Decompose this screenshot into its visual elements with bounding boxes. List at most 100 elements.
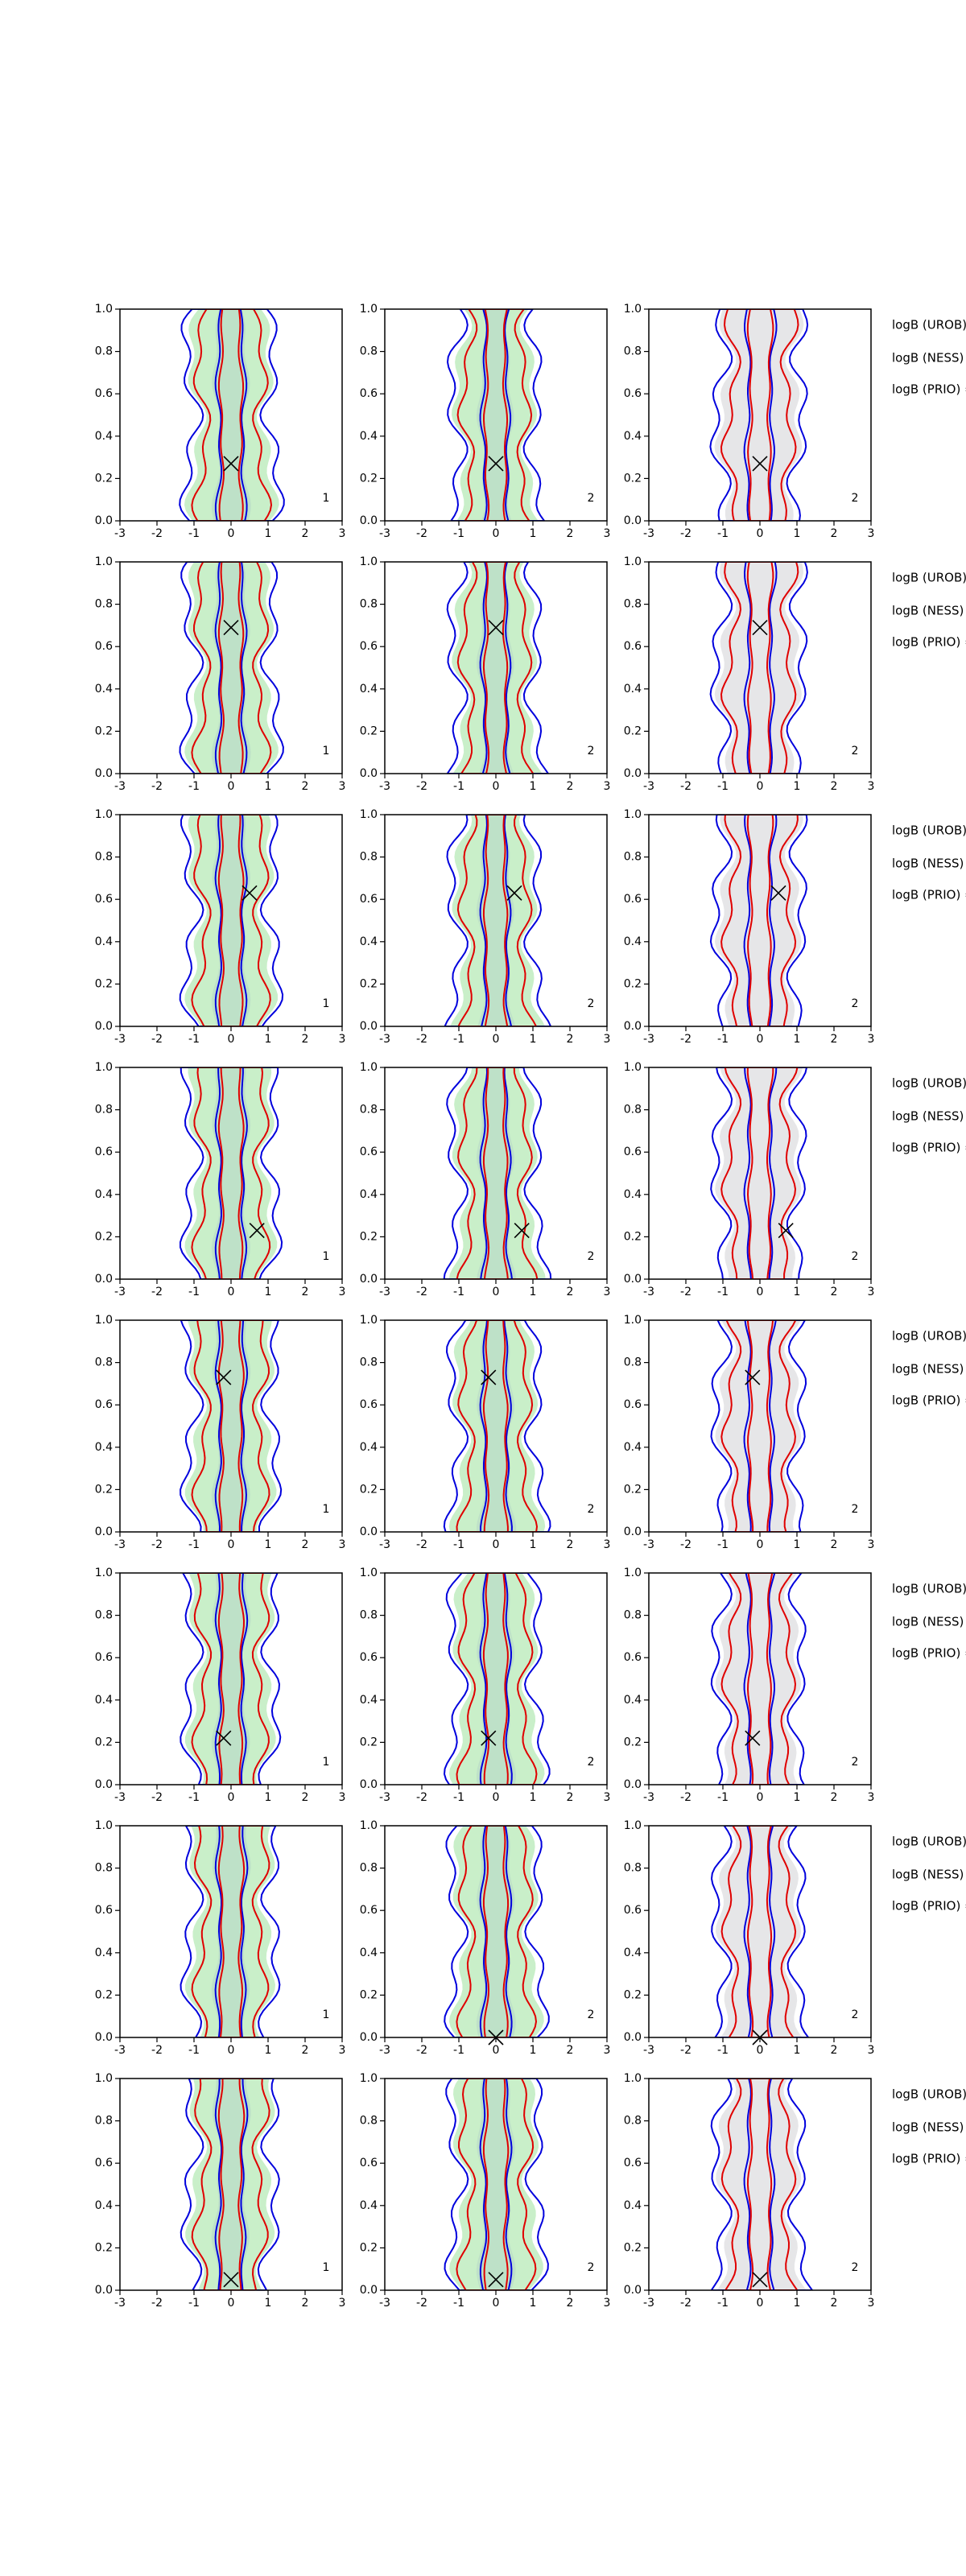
- contour-red-inner: [482, 1573, 509, 1785]
- x-tick-label: -1: [717, 2044, 729, 2057]
- marker-stroke: [770, 885, 786, 901]
- y-tick-label: 0.2: [360, 1988, 378, 2001]
- x-tick-label: -3: [643, 2044, 654, 2057]
- y-tick-label: 1.0: [360, 1314, 378, 1327]
- y-tick-label: 0.8: [95, 1356, 113, 1369]
- y-tick-label: 0.4: [624, 683, 642, 696]
- contour-blue-outer: [443, 1573, 551, 1785]
- y-tick-label: 0.4: [360, 430, 378, 443]
- x-tick-label: -1: [717, 1538, 729, 1551]
- marker: [216, 1369, 232, 1385]
- contours: [443, 1320, 551, 1532]
- side-text: logB (NESS) =: [892, 1615, 966, 1629]
- x-tick-label: 3: [604, 1033, 611, 1046]
- x-tick-label: 3: [604, 1286, 611, 1298]
- x-tick-label: 1: [265, 527, 272, 540]
- x-tick-label: 0: [757, 2297, 764, 2310]
- contour-blue-inner: [479, 815, 513, 1026]
- side-text: logB (NESS) =: [892, 1362, 966, 1377]
- x-tick-label: 1: [530, 1033, 537, 1046]
- marker-stroke: [481, 1730, 497, 1746]
- contours: [180, 1320, 283, 1532]
- y-tick-label: 0.4: [95, 683, 113, 696]
- side-text: logB (UROB) =: [892, 824, 966, 838]
- x-tick-label: 3: [339, 780, 346, 793]
- x-tick-label: 2: [567, 1033, 574, 1046]
- panel: -3 -2 -1 0 1 2 3 0.0 0.2 0.4 0.6 0.8 1.0 1: [95, 1567, 346, 1804]
- y-tick-label: 0.2: [360, 1230, 378, 1243]
- y-tick-label: 0.8: [360, 1862, 378, 1875]
- x-tick-label: 1: [794, 780, 801, 793]
- panel-label: 2: [852, 1756, 859, 1769]
- y-tick-label: 0.2: [360, 472, 378, 485]
- x-tick-label: 3: [868, 780, 875, 793]
- contour-red-inner: [746, 1826, 773, 2037]
- side-text: logB (PRIO) =: [892, 382, 966, 397]
- contour-red-inner: [482, 815, 509, 1026]
- contour-red-outer: [720, 1573, 797, 1785]
- x-tick-label: -1: [188, 1033, 200, 1046]
- x-tick-label: -2: [151, 780, 163, 793]
- x-tick-label: 2: [831, 1286, 838, 1298]
- y-tick-label: 0.0: [624, 514, 642, 527]
- contour-blue-outer: [710, 1320, 807, 1532]
- y-tick-label: 1.0: [95, 303, 113, 316]
- x-tick-label: 3: [868, 1791, 875, 1804]
- y-tick-label: 0.0: [95, 2284, 113, 2297]
- y-tick-label: 0.8: [360, 851, 378, 864]
- y-tick-label: 0.0: [624, 1525, 642, 1538]
- contour-red-inner: [746, 1320, 774, 1532]
- x-tick-label: 3: [604, 2044, 611, 2057]
- contour-blue-inner: [743, 1573, 776, 1785]
- contour-red-outer: [720, 815, 799, 1026]
- marker-stroke: [506, 885, 522, 901]
- y-tick-label: 0.6: [95, 640, 113, 653]
- marker: [752, 619, 768, 636]
- y-tick-label: 0.4: [95, 1694, 113, 1707]
- y-tick-label: 1.0: [360, 1061, 378, 1074]
- density-fill-inner: [211, 1826, 251, 2037]
- y-tick-label: 0.4: [624, 1946, 642, 1959]
- x-tick-label: 2: [302, 1286, 309, 1298]
- contour-blue-inner: [214, 815, 248, 1026]
- y-tick-label: 0.4: [360, 2199, 378, 2212]
- contours: [180, 2079, 280, 2290]
- x-tick-label: 3: [339, 527, 346, 540]
- density-fill: [714, 562, 804, 774]
- contour-red-inner: [482, 2079, 510, 2290]
- marker: [481, 1730, 497, 1746]
- contour-red-outer: [456, 562, 535, 774]
- y-tick-label: 0.2: [95, 2241, 113, 2254]
- x-tick-label: 0: [228, 1033, 235, 1046]
- x-tick-label: 1: [265, 2297, 272, 2310]
- y-tick-label: 0.0: [95, 1273, 113, 1286]
- x-tick-label: 0: [493, 2297, 500, 2310]
- x-tick-label: 1: [794, 1538, 801, 1551]
- x-tick-label: -2: [416, 1791, 427, 1804]
- y-tick-label: 0.8: [624, 1356, 642, 1369]
- x-tick-label: 1: [265, 780, 272, 793]
- x-tick-label: 2: [302, 1033, 309, 1046]
- y-tick-label: 0.0: [95, 767, 113, 780]
- y-tick-label: 0.6: [360, 893, 378, 906]
- contour-red-outer: [720, 1826, 797, 2037]
- y-tick-label: 0.6: [624, 387, 642, 400]
- y-tick-label: 0.4: [624, 1694, 642, 1707]
- x-tick-label: -3: [114, 2044, 126, 2057]
- y-tick-label: 0.6: [624, 2157, 642, 2169]
- y-tick-label: 0.0: [360, 1273, 378, 1286]
- side-text: logB (UROB) =: [892, 1076, 966, 1091]
- x-tick-label: -1: [717, 780, 729, 793]
- x-tick-label: 1: [530, 2044, 537, 2057]
- marker-stroke: [223, 456, 239, 472]
- x-tick-label: -1: [717, 527, 729, 540]
- x-tick-label: 3: [604, 1538, 611, 1551]
- contour-red-outer: [456, 815, 538, 1026]
- x-tick-label: -2: [680, 780, 691, 793]
- x-tick-label: -1: [717, 1033, 729, 1046]
- x-tick-label: -2: [680, 2297, 691, 2310]
- x-tick-label: 1: [530, 1538, 537, 1551]
- y-tick-label: 0.6: [95, 1146, 113, 1158]
- y-tick-label: 0.8: [95, 1104, 113, 1117]
- x-tick-label: -1: [453, 1538, 464, 1551]
